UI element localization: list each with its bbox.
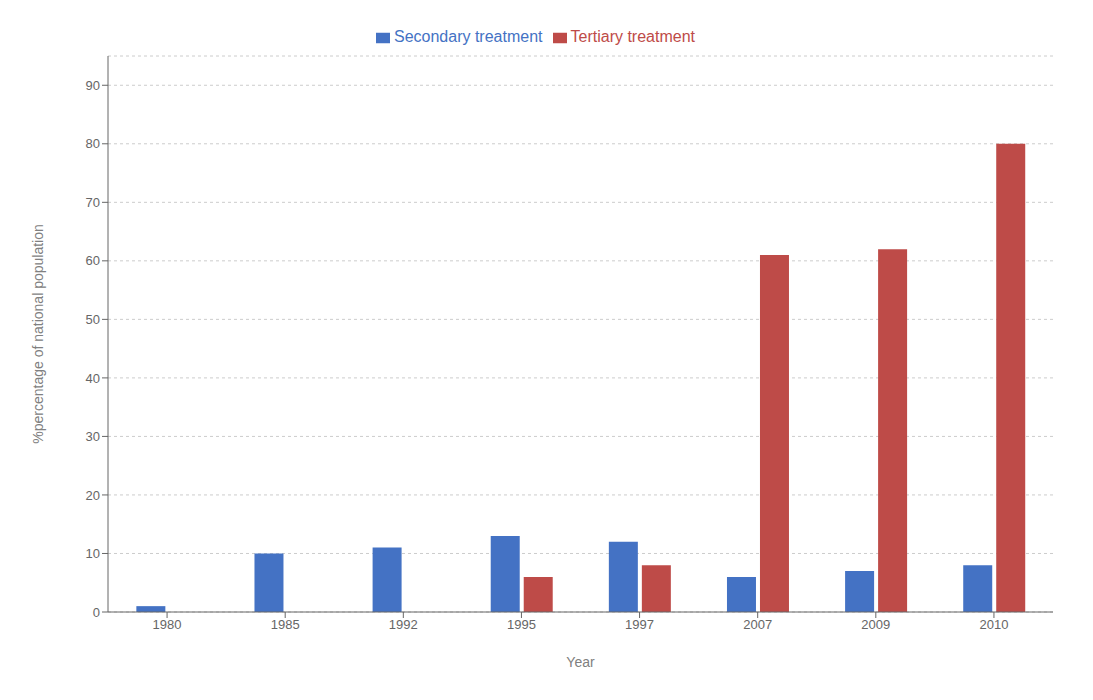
svg-text:70: 70 [86, 195, 100, 210]
svg-text:1997: 1997 [625, 617, 654, 632]
svg-text:%percentage of national popula: %percentage of national population [30, 224, 46, 444]
svg-text:30: 30 [86, 429, 100, 444]
svg-text:50: 50 [86, 312, 100, 327]
svg-text:1995: 1995 [507, 617, 536, 632]
svg-text:80: 80 [86, 136, 100, 151]
svg-text:20: 20 [86, 488, 100, 503]
svg-text:Year: Year [566, 654, 595, 670]
svg-text:1980: 1980 [153, 617, 182, 632]
html-text:Tertiary treatment: Tertiary treatment [570, 28, 695, 45]
svg-text:2007: 2007 [743, 617, 772, 632]
svg-text:0: 0 [93, 605, 100, 620]
svg-text:40: 40 [86, 371, 100, 386]
html-text:Secondary treatment: Secondary treatment [394, 28, 543, 45]
svg-text:90: 90 [86, 78, 100, 93]
svg-text:60: 60 [86, 253, 100, 268]
svg-text:2009: 2009 [861, 617, 890, 632]
svg-text:1985: 1985 [271, 617, 300, 632]
svg-text:10: 10 [86, 546, 100, 561]
svg-text:2010: 2010 [979, 617, 1008, 632]
svg-text:1992: 1992 [389, 617, 418, 632]
